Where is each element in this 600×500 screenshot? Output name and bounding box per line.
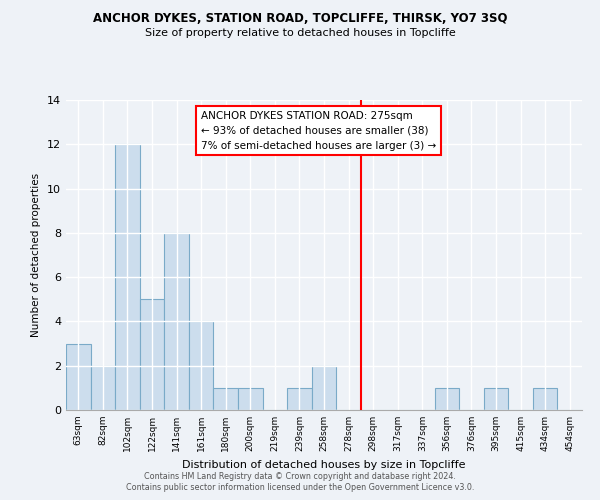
Bar	[91, 366, 115, 410]
Text: ANCHOR DYKES, STATION ROAD, TOPCLIFFE, THIRSK, YO7 3SQ: ANCHOR DYKES, STATION ROAD, TOPCLIFFE, T…	[93, 12, 507, 26]
Bar	[140, 300, 164, 410]
Bar	[115, 144, 140, 410]
Bar	[189, 322, 214, 410]
Bar	[287, 388, 312, 410]
Bar	[312, 366, 336, 410]
Text: Contains HM Land Registry data © Crown copyright and database right 2024.: Contains HM Land Registry data © Crown c…	[144, 472, 456, 481]
Y-axis label: Number of detached properties: Number of detached properties	[31, 173, 41, 337]
Bar	[164, 233, 189, 410]
Text: ANCHOR DYKES STATION ROAD: 275sqm
← 93% of detached houses are smaller (38)
7% o: ANCHOR DYKES STATION ROAD: 275sqm ← 93% …	[201, 111, 436, 150]
Text: Contains public sector information licensed under the Open Government Licence v3: Contains public sector information licen…	[126, 484, 474, 492]
Bar	[484, 388, 508, 410]
Bar	[238, 388, 263, 410]
Bar	[66, 344, 91, 410]
Text: Size of property relative to detached houses in Topcliffe: Size of property relative to detached ho…	[145, 28, 455, 38]
Bar	[533, 388, 557, 410]
Bar	[434, 388, 459, 410]
X-axis label: Distribution of detached houses by size in Topcliffe: Distribution of detached houses by size …	[182, 460, 466, 469]
Bar	[214, 388, 238, 410]
